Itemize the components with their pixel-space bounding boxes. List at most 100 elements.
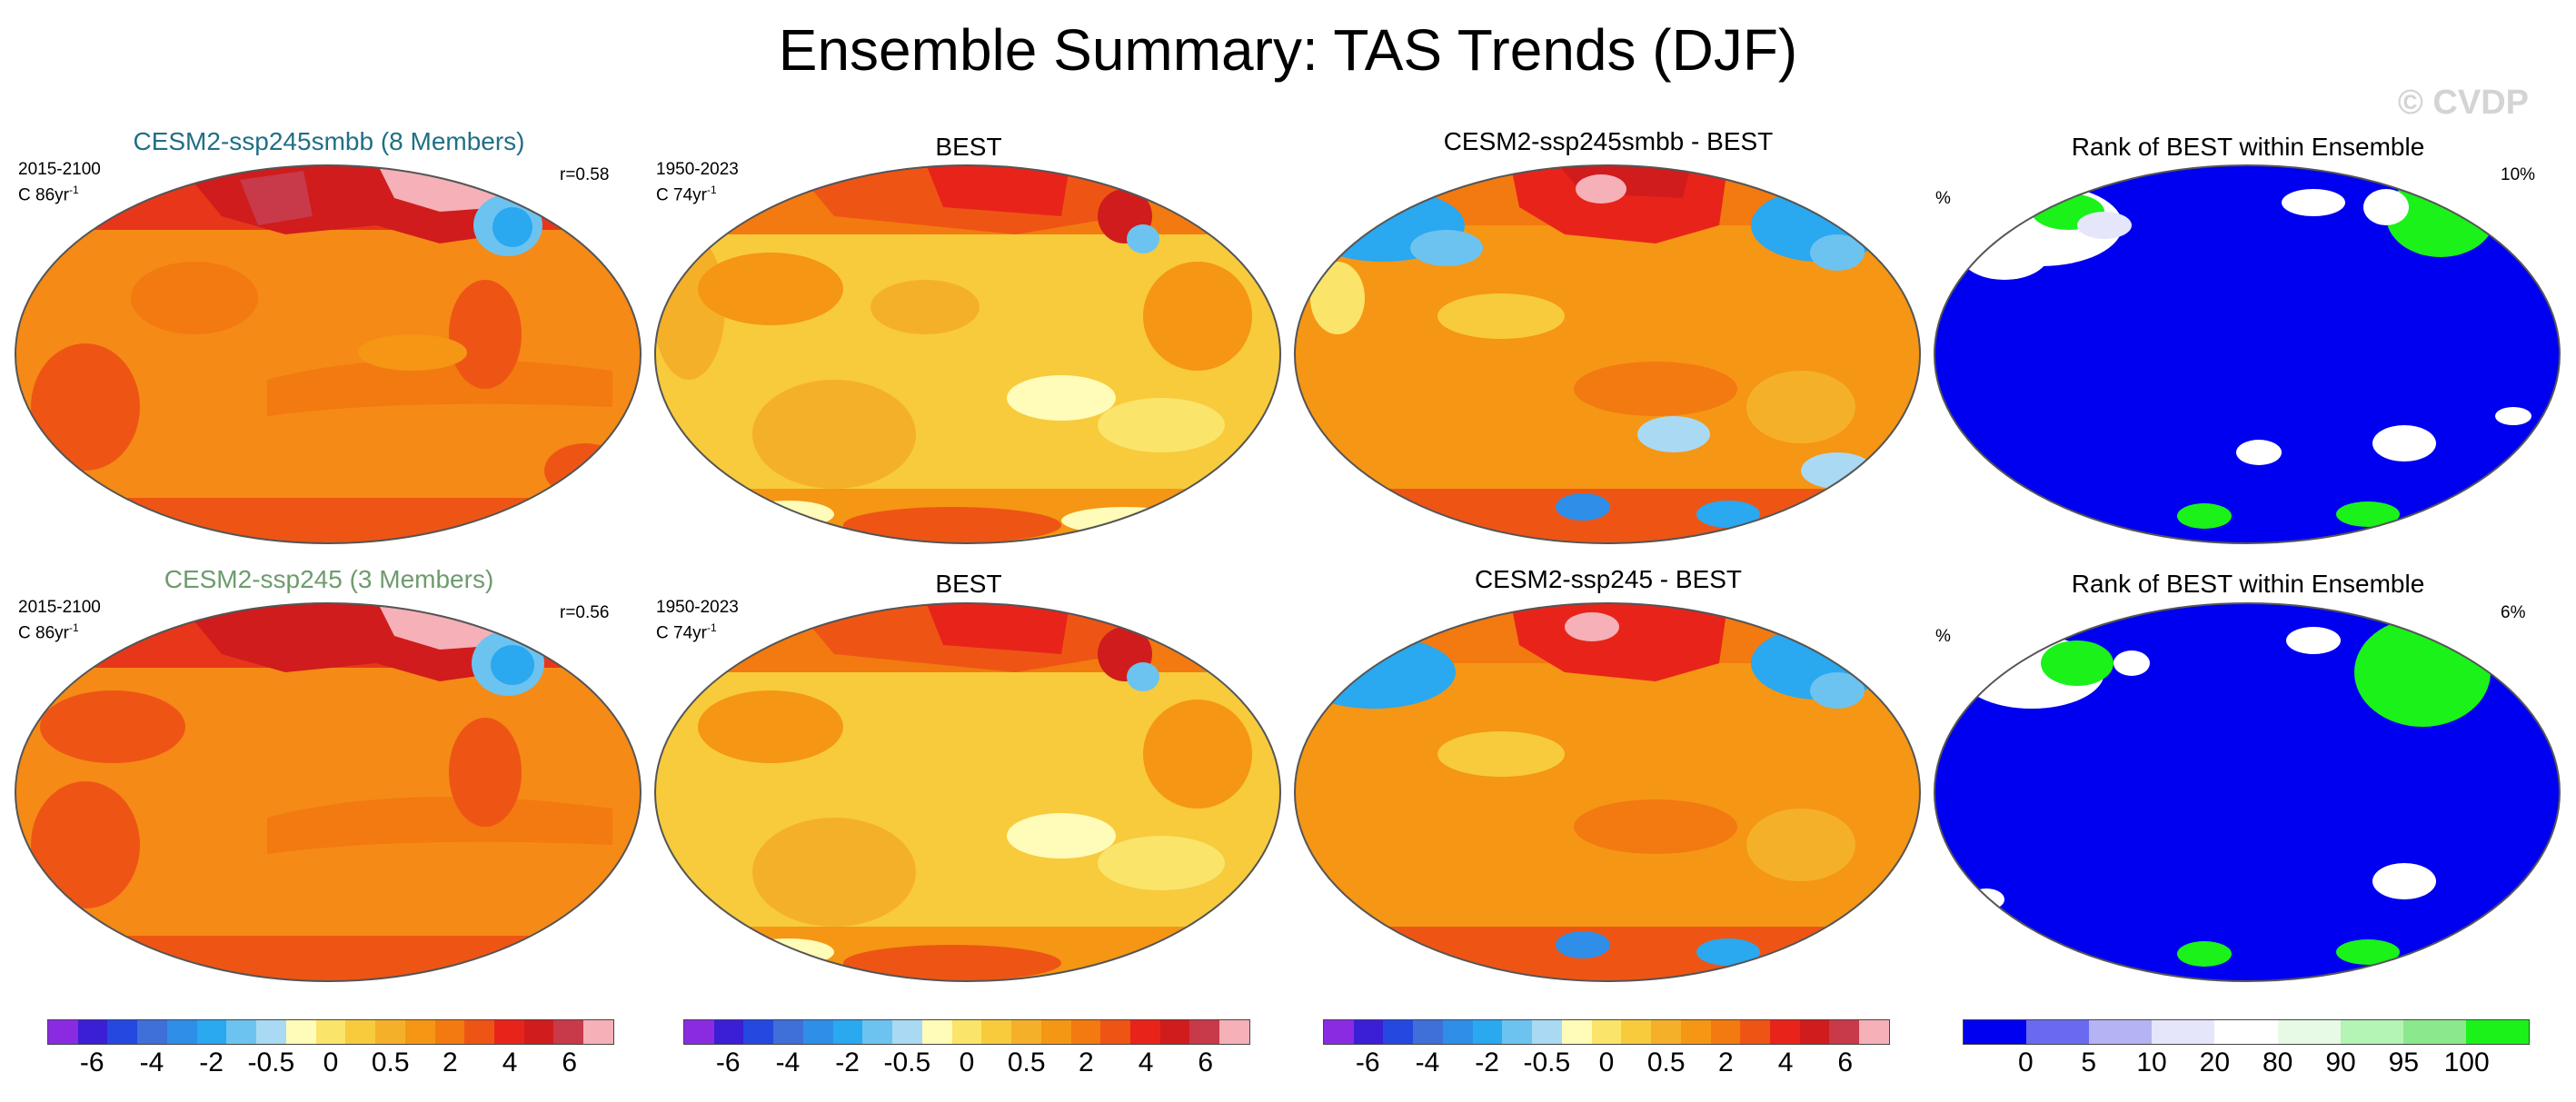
colorbar-tick-label: 20 (2199, 1047, 2231, 1077)
colorbar-swatch (1964, 1020, 2027, 1044)
colorbar-tick-label: -6 (79, 1047, 104, 1077)
colorbar-tick-label: 6 (1198, 1047, 1214, 1077)
colorbar-swatch (2465, 1020, 2529, 1044)
colorbar-swatch (583, 1020, 613, 1044)
colorbar-tick-label: 2 (1718, 1047, 1734, 1077)
ensemble-units-2: C 86yr-1 (18, 621, 79, 643)
rank-right-label-2: 6% (2501, 603, 2526, 622)
rank-colorbar (1963, 1019, 2530, 1045)
colorbar-swatch (1680, 1020, 1711, 1044)
rank-left-label-2: % (1935, 627, 1951, 646)
diff-title-2: CESM2-ssp245 - BEST (1474, 565, 1743, 593)
colorbar-tick-label: 4 (1138, 1047, 1154, 1077)
colorbar-swatch (2340, 1020, 2403, 1044)
colorbar-tick-label: 2 (443, 1047, 458, 1077)
colorbar-swatch (285, 1020, 316, 1044)
diff-trend-map-1 (1294, 164, 1921, 544)
colorbar-tick-label: 80 (2262, 1047, 2293, 1077)
colorbar-tick-label: 2 (1079, 1047, 1094, 1077)
watermark: © CVDP (2397, 84, 2529, 122)
colorbar-tick-label: -6 (715, 1047, 741, 1077)
colorbar-tick-label: 4 (502, 1047, 518, 1077)
colorbar-swatch (713, 1020, 744, 1044)
colorbar-swatch (862, 1020, 893, 1044)
colorbar-swatch (1189, 1020, 1220, 1044)
colorbar-swatch (434, 1020, 465, 1044)
colorbar-swatch (1159, 1020, 1190, 1044)
rank-title-2: Rank of BEST within Ensemble (2071, 570, 2425, 598)
colorbar-tick-label: -6 (1355, 1047, 1380, 1077)
colorbar-tick-label: 6 (562, 1047, 578, 1077)
colorbar-tick-label: -0.5 (883, 1047, 931, 1077)
colorbar-swatch (375, 1020, 405, 1044)
colorbar-swatch (1532, 1020, 1562, 1044)
colorbar-swatch (256, 1020, 286, 1044)
colorbar-tick-label: 0 (1598, 1047, 1615, 1077)
colorbar-swatch (464, 1020, 495, 1044)
trend-colorbar-1 (47, 1019, 614, 1045)
obs-trend-map-2 (654, 602, 1281, 982)
colorbar-swatch (892, 1020, 922, 1044)
colorbar-tick-label: -4 (1415, 1047, 1440, 1077)
colorbar-tick-label: 0.5 (371, 1047, 410, 1077)
rank-right-label-1: 10% (2501, 165, 2536, 184)
colorbar-swatch (1621, 1020, 1652, 1044)
colorbar-swatch (1383, 1020, 1414, 1044)
ensemble-title-1: CESM2-ssp245smbb (8 Members) (133, 127, 525, 155)
trend-colorbar-labels-2: -6 -4 -2 -0.5 0 0.5 2 4 6 (683, 1047, 1250, 1078)
colorbar-swatch (1040, 1020, 1071, 1044)
rank-colorbar-labels: 0 5 10 20 80 90 95 100 (1963, 1047, 2530, 1078)
ensemble-title-2: CESM2-ssp245 (3 Members) (164, 565, 494, 593)
colorbar-swatch (48, 1020, 78, 1044)
colorbar-swatch (1859, 1020, 1889, 1044)
colorbar-tick-label: -4 (139, 1047, 164, 1077)
colorbar-tick-label: 6 (1837, 1047, 1854, 1077)
colorbar-swatch (523, 1020, 554, 1044)
colorbar-swatch (1561, 1020, 1592, 1044)
obs-units-1: C 74yr-1 (656, 184, 717, 205)
colorbar-tick-label: 0.5 (1007, 1047, 1046, 1077)
colorbar-tick-label: -4 (775, 1047, 801, 1077)
ensemble-trend-map-1 (15, 164, 642, 544)
colorbar-swatch (2152, 1020, 2215, 1044)
rank-left-label-1: % (1935, 189, 1951, 208)
colorbar-swatch (226, 1020, 257, 1044)
trend-colorbar-3 (1323, 1019, 1890, 1045)
colorbar-tick-label: 0.5 (1646, 1047, 1686, 1077)
colorbar-tick-label: -0.5 (1523, 1047, 1571, 1077)
colorbar-tick-label: 0 (959, 1047, 975, 1077)
colorbar-swatch (1799, 1020, 1830, 1044)
colorbar-swatch (1130, 1020, 1160, 1044)
obs-trend-map-1 (654, 164, 1281, 544)
colorbar-tick-label: -2 (835, 1047, 860, 1077)
colorbar-swatch (773, 1020, 803, 1044)
colorbar-swatch (166, 1020, 197, 1044)
obs-period-2: 1950-2023 (656, 598, 739, 617)
diff-trend-map-2 (1294, 602, 1921, 982)
colorbar-swatch (2277, 1020, 2341, 1044)
figure-title: Ensemble Summary: TAS Trends (DJF) (778, 17, 1798, 83)
ensemble-period-1: 2015-2100 (18, 160, 101, 179)
colorbar-swatch (2402, 1020, 2466, 1044)
colorbar-tick-label: -2 (199, 1047, 224, 1077)
colorbar-swatch (1502, 1020, 1533, 1044)
colorbar-swatch (1770, 1020, 1800, 1044)
colorbar-swatch (137, 1020, 167, 1044)
colorbar-swatch (2026, 1020, 2090, 1044)
colorbar-swatch (1472, 1020, 1503, 1044)
ensemble-corr-1: r=0.58 (560, 165, 610, 184)
obs-period-1: 1950-2023 (656, 160, 739, 179)
diff-title-1: CESM2-ssp245smbb - BEST (1443, 127, 1774, 155)
colorbar-tick-label: 95 (2388, 1047, 2420, 1077)
trend-colorbar-labels-3: -6 -4 -2 -0.5 0 0.5 2 4 6 (1323, 1047, 1890, 1078)
colorbar-swatch (1740, 1020, 1771, 1044)
colorbar-tick-label: 90 (2325, 1047, 2356, 1077)
ensemble-units-1: C 86yr-1 (18, 184, 79, 205)
colorbar-swatch (1442, 1020, 1473, 1044)
rank-title-1: Rank of BEST within Ensemble (2071, 133, 2425, 161)
colorbar-swatch (196, 1020, 227, 1044)
colorbar-swatch (77, 1020, 108, 1044)
colorbar-tick-label: 0 (2017, 1047, 2034, 1077)
colorbar-tick-label: 0 (323, 1047, 339, 1077)
colorbar-swatch (921, 1020, 952, 1044)
